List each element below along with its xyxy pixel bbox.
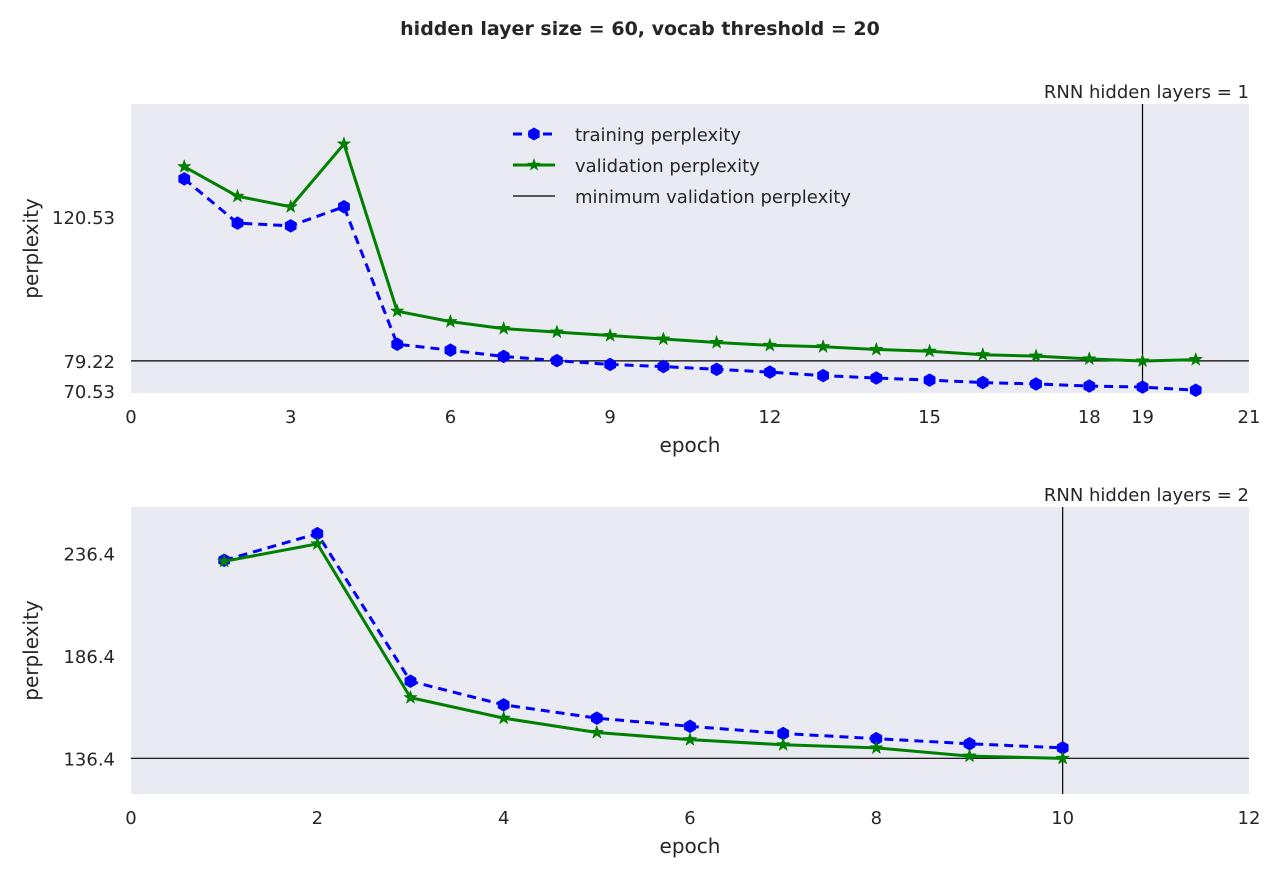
validation-point: [230, 188, 245, 203]
validation-point: [403, 689, 418, 704]
panel-title: RNN hidden layers = 2: [1044, 485, 1249, 506]
x-tick-label: 4: [498, 808, 509, 829]
y-tick-label: 136.4: [63, 749, 115, 770]
training-point: [817, 368, 829, 383]
training-line: [183, 177, 1196, 392]
validation-point: [496, 710, 512, 725]
training-point: [590, 711, 603, 725]
validation-point: [1055, 750, 1071, 765]
validation-point: [682, 731, 698, 746]
y-tick-label: 70.53: [63, 382, 115, 403]
training-point: [551, 353, 563, 368]
validation-point: [549, 324, 565, 339]
y-axis-label: perplexity: [19, 198, 43, 299]
training-point: [391, 337, 404, 352]
legend-training-label: training perplexity: [575, 125, 741, 146]
training-point: [1136, 380, 1149, 394]
validation-point: [309, 536, 325, 551]
training-point: [1189, 383, 1202, 397]
validation-point: [389, 303, 405, 318]
x-tick-label: 2: [312, 808, 323, 829]
validation-point: [962, 748, 977, 763]
x-tick-label: 0: [125, 407, 136, 428]
validation-point: [216, 553, 232, 568]
legend: training perplexity validation perplexity…: [513, 125, 851, 208]
x-tick-label: 21: [1238, 407, 1261, 428]
validation-point: [336, 136, 352, 151]
panel-hidden-layers-1: 0 3 6 9 12 15 18 19 21 70.53 79.22 120.53 epoch perpl…: [19, 82, 1260, 457]
x-tick-label: 19: [1131, 407, 1154, 428]
y-tick-label: 79.22: [63, 352, 115, 373]
x-tick-label: 8: [871, 808, 882, 829]
training-point: [976, 375, 989, 390]
training-point: [870, 371, 883, 385]
x-tick-label: 3: [285, 407, 296, 428]
x-axis-label: epoch: [660, 433, 721, 457]
training-point: [231, 216, 244, 230]
x-axis-label: epoch: [660, 834, 721, 858]
validation-point: [283, 198, 299, 213]
validation-point: [815, 338, 831, 353]
training-point: [1030, 377, 1042, 391]
legend-validation-label: validation perplexity: [575, 156, 760, 177]
validation-point: [1028, 348, 1044, 363]
training-point: [497, 349, 510, 364]
y-axis-label: perplexity: [19, 600, 43, 701]
training-point: [763, 365, 776, 379]
x-tick-label: 15: [918, 407, 941, 428]
legend-minimum-label: minimum validation perplexity: [575, 187, 851, 208]
training-point: [1083, 379, 1096, 393]
validation-point: [762, 337, 778, 352]
training-point: [604, 357, 617, 372]
legend-validation-marker: [527, 158, 541, 171]
validation-point: [975, 346, 991, 361]
validation-point: [1135, 353, 1150, 368]
validation-point: [868, 341, 884, 356]
x-tick-label: 12: [1238, 808, 1261, 829]
training-point: [284, 219, 297, 233]
y-tick-label: 186.4: [63, 647, 115, 668]
training-point: [710, 362, 723, 377]
panel-hidden-layers-2: 0 2 4 6 8 10 12 136.4 186.4 236.4 epoch perplexity R…: [19, 485, 1260, 858]
validation-point: [922, 343, 937, 358]
x-tick-label: 12: [758, 407, 781, 428]
validation-point: [589, 724, 605, 739]
validation-point: [176, 158, 192, 173]
y-tick-label: 236.4: [63, 544, 115, 565]
x-tick-label: 6: [445, 407, 456, 428]
panel-title: RNN hidden layers = 1: [1044, 82, 1249, 103]
validation-line: [183, 142, 1196, 363]
training-point: [404, 674, 417, 689]
x-tick-label: 9: [604, 407, 615, 428]
x-tick-label: 10: [1051, 808, 1074, 829]
validation-point: [709, 334, 725, 349]
training-point: [444, 343, 457, 357]
training-line: [223, 532, 1063, 750]
plot-area: [131, 104, 1249, 393]
x-tick-label: 0: [125, 808, 136, 829]
validation-point: [775, 737, 791, 752]
validation-point: [602, 327, 618, 342]
plot-area: [131, 507, 1249, 794]
legend-training-marker: [528, 127, 540, 141]
validation-point: [868, 740, 884, 755]
validation-point: [443, 313, 458, 328]
validation-line: [223, 542, 1063, 760]
validation-point: [1188, 351, 1204, 366]
training-point: [923, 373, 936, 387]
training-point: [338, 199, 350, 214]
training-point: [657, 359, 670, 374]
training-point: [178, 172, 191, 186]
validation-point: [496, 320, 512, 335]
validation-point: [1081, 351, 1097, 366]
x-tick-label: 18: [1078, 407, 1101, 428]
x-tick-label: 6: [684, 808, 695, 829]
validation-point: [655, 331, 671, 346]
y-tick-label: 120.53: [52, 208, 115, 229]
suptitle: hidden layer size = 60, vocab threshold …: [400, 18, 880, 40]
